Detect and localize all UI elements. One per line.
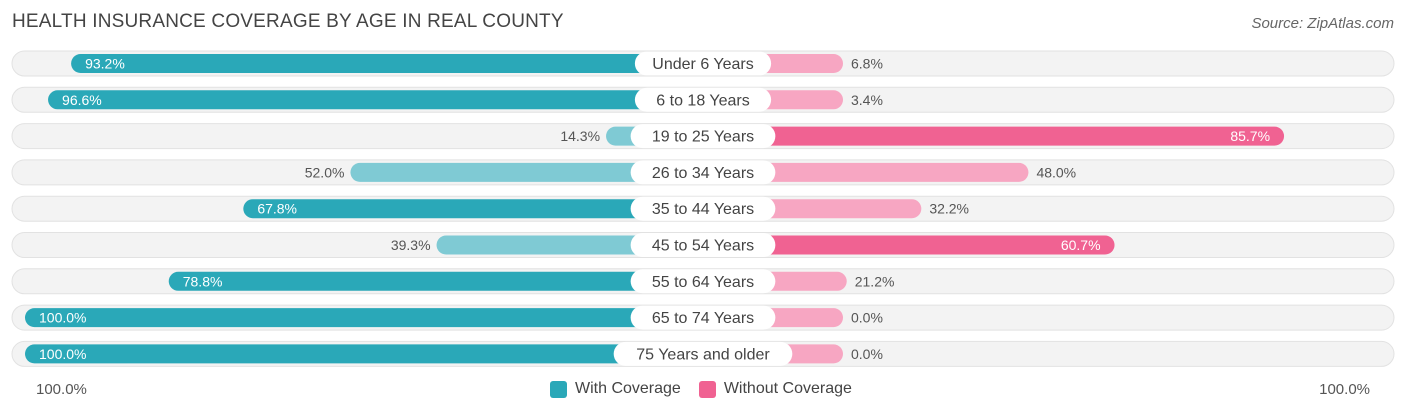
value-label-with: 14.3% [560,128,600,144]
category-label: 35 to 44 Years [652,201,754,218]
category-label: Under 6 Years [652,56,753,73]
chart-title: HEALTH INSURANCE COVERAGE BY AGE IN REAL… [12,11,564,32]
bar-with-coverage [71,54,703,73]
category-pill [630,305,776,330]
value-label-without: 21.2% [855,273,895,289]
category-pill [630,233,776,257]
chart-row: 39.3% 60.7% 45 to 54 Years [11,232,1395,258]
category-label: 19 to 25 Years [652,129,754,146]
legend-with-coverage: With Coverage [550,380,681,398]
category-label: 75 Years and older [636,346,770,363]
bar-without-coverage [703,162,1029,182]
bar-with-coverage [48,90,703,110]
category-pill [630,269,776,294]
value-label-with: 67.8% [257,201,297,217]
bar-with-coverage [350,162,703,182]
value-label-with: 39.3% [391,237,431,253]
value-label-with: 96.6% [62,92,102,108]
chart-row: 14.3% 85.7% 19 to 25 Years [11,123,1395,150]
legend: With Coverage Without Coverage [550,380,870,398]
axis-right-label: 100.0% [1319,381,1370,398]
category-label: 6 to 18 Years [656,92,749,109]
bar-with-coverage [243,199,704,219]
category-pill [630,124,776,149]
chart-row: 96.6% 3.4% 6 to 18 Years [11,86,1395,113]
bar-without-coverage [703,235,1115,255]
legend-without-coverage: Without Coverage [698,380,852,398]
category-label: 55 to 64 Years [652,274,754,291]
category-label: 26 to 34 Years [652,165,754,182]
axis-left-label: 100.0% [36,381,87,398]
chart-row: 67.8% 32.2% 35 to 44 Years [11,195,1395,222]
value-label-with: 100.0% [39,346,86,362]
bar-with-coverage [25,344,703,364]
legend-with-swatch [550,380,567,398]
value-label-with: 78.8% [183,273,223,289]
value-label-without: 85.7% [1230,128,1270,144]
chart-area: 93.2% 6.8% Under 6 Years 96.6% 3.4% 6 to 18 Y… [11,50,1395,367]
value-label-with: 93.2% [85,56,125,72]
category-pill [630,160,776,185]
legend-with-label: With Coverage [575,380,681,397]
legend-without-label: Without Coverage [723,380,852,397]
category-pill [613,341,793,366]
value-label-without: 6.8% [851,56,883,72]
chart-row: 100.0% 0.0% 65 to 74 Years [11,304,1395,331]
chart-row: 93.2% 6.8% Under 6 Years [11,50,1395,77]
category-pill [634,51,772,76]
value-label-without: 0.0% [851,346,883,362]
value-label-without: 32.2% [929,201,969,217]
value-label-with: 100.0% [39,310,86,326]
category-label: 65 to 74 Years [652,310,754,327]
chart-row: 52.0% 48.0% 26 to 34 Years [11,159,1395,186]
bar-without-coverage [703,126,1285,146]
legend-without-swatch [698,380,716,398]
source-label: Source: ZipAtlas.com [1251,15,1394,32]
value-label-without: 48.0% [1036,164,1076,180]
bar-with-coverage [168,271,704,291]
category-pill [630,196,776,221]
value-label-without: 0.0% [851,310,883,326]
category-pill [634,87,772,112]
category-label: 45 to 54 Years [652,238,754,255]
value-label-without: 3.4% [851,92,883,108]
bar-with-coverage [25,308,703,328]
chart-row: 78.8% 21.2% 55 to 64 Years [11,268,1395,295]
chart-row: 100.0% 0.0% 75 Years and older [11,340,1395,367]
value-label-with: 52.0% [305,164,345,180]
value-label-without: 60.7% [1061,237,1101,253]
